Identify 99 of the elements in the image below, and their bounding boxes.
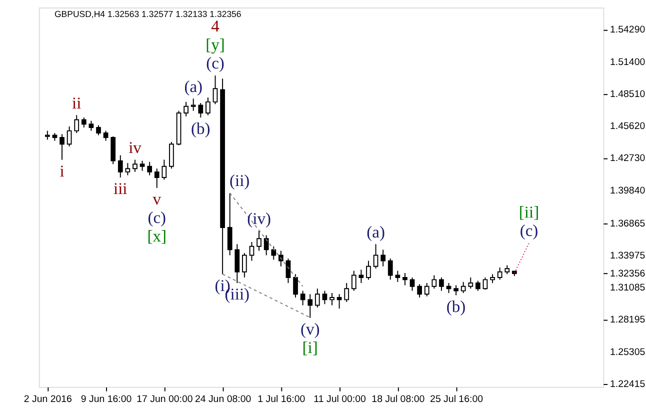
candlestick: [446, 282, 452, 294]
candlestick: [475, 280, 480, 292]
candlestick: [358, 269, 364, 284]
annotation: (ii): [229, 171, 250, 190]
candlestick: [300, 290, 306, 306]
chart-title: GBPUSD,H4 1.32563 1.32577 1.32133 1.32356: [54, 9, 242, 20]
candlestick: [497, 266, 502, 280]
candlestick: [314, 288, 320, 308]
y-tick-label: 1.51400: [610, 56, 646, 68]
candlestick: [410, 276, 415, 292]
candlestick: [460, 281, 466, 294]
candlestick: [330, 292, 334, 306]
annotation: v: [152, 189, 162, 208]
candlestick: [74, 114, 80, 134]
annotation: 4: [211, 16, 220, 36]
candlestick: [388, 258, 393, 280]
y-tick-label: 1.31085: [610, 282, 646, 294]
y-tick-label: 1.36865: [610, 218, 646, 230]
candlestick: [169, 141, 174, 170]
candlestick: [212, 74, 218, 105]
candlestick: [227, 192, 232, 256]
candlestick: [424, 282, 430, 297]
candlestick: [264, 234, 269, 256]
annotation: (c): [206, 54, 224, 73]
y-tick-label: 1.33975: [610, 250, 646, 262]
candlestick: [249, 241, 254, 262]
y-tick-label: 1.32356: [610, 268, 646, 280]
annotation: (v): [300, 319, 320, 338]
x-tick-label: 25 Jul 16:00: [430, 394, 484, 405]
candlestick: [154, 168, 160, 188]
x-tick-label: 9 Jun 16:00: [80, 394, 132, 405]
candlestick: [162, 159, 167, 180]
annotation: (b): [191, 119, 210, 138]
candlestick: [110, 136, 116, 165]
candlestick: [482, 276, 488, 290]
candlestick: [432, 274, 437, 290]
candlestick: [373, 244, 378, 270]
y-tick-label: 1.54290: [610, 24, 646, 36]
annotation: [x]: [147, 226, 167, 246]
candlestick: [336, 294, 342, 310]
candlestick: [88, 120, 94, 132]
annotation: [ii]: [518, 202, 540, 222]
candlestick: [417, 284, 422, 298]
y-tick-label: 1.48510: [610, 88, 646, 100]
annotation: [i]: [302, 338, 318, 357]
x-tick-label: 18 Jul 08:00: [372, 394, 426, 405]
x-tick-label: 24 Jun 08:00: [194, 394, 252, 405]
candlestick: [66, 126, 72, 147]
annotation: (c): [520, 221, 538, 240]
y-tick-label: 1.25305: [610, 346, 646, 358]
candlestick: [140, 160, 145, 172]
annotation: [y]: [206, 35, 225, 54]
x-tick-label: 2 Jun 2016: [24, 394, 72, 405]
annotation: (c): [148, 208, 166, 227]
y-tick-label: 1.45620: [610, 121, 646, 132]
y-tick-label: 1.28195: [610, 314, 646, 326]
x-tick-label: 11 Jul 00:00: [314, 394, 366, 405]
annotation: (a): [184, 76, 203, 96]
candlestick: [198, 102, 204, 118]
candlestick: [147, 161, 152, 176]
candlestick: [308, 294, 313, 318]
candlestick: [380, 249, 386, 267]
candlestick: [81, 116, 86, 128]
candlestick: [344, 282, 350, 302]
candlestick: [190, 98, 196, 112]
annotation: (a): [366, 222, 385, 242]
y-tick-label: 1.22415: [610, 378, 646, 390]
annotation: (iv): [247, 209, 271, 228]
candlestick: [242, 252, 247, 278]
annotation: (b): [446, 296, 466, 316]
candlestick: [234, 244, 240, 284]
annotation: iii: [114, 179, 128, 198]
y-tick-label: 1.42730: [610, 153, 646, 164]
candlestick: [402, 272, 408, 286]
candlestick: [439, 276, 444, 292]
candlestick: [271, 246, 276, 260]
candlestick: [184, 101, 188, 117]
candlestick: [118, 154, 123, 178]
annotation: ii: [72, 93, 82, 112]
candlestick: [293, 274, 298, 298]
candlestick: [278, 250, 284, 267]
candlestick: [132, 159, 138, 172]
candlestick: [395, 270, 400, 282]
candlestick: [96, 124, 101, 136]
candlestick: [322, 290, 328, 305]
candlestick: [206, 96, 210, 116]
candlestick: [60, 134, 64, 160]
candlestick: [256, 230, 262, 252]
annotation: iv: [128, 138, 142, 157]
candlestick: [125, 162, 130, 176]
candlestick: [351, 270, 356, 292]
y-tick-label: 1.39840: [610, 185, 646, 196]
x-tick-label: 1 Jul 16:00: [258, 394, 306, 405]
candlestick: [103, 130, 108, 142]
candlestick: [468, 276, 474, 290]
candlestick: [366, 260, 371, 280]
x-tick-label: 17 Jun 00:00: [136, 394, 194, 405]
annotation: i: [60, 161, 65, 180]
candlestick: [454, 284, 458, 296]
